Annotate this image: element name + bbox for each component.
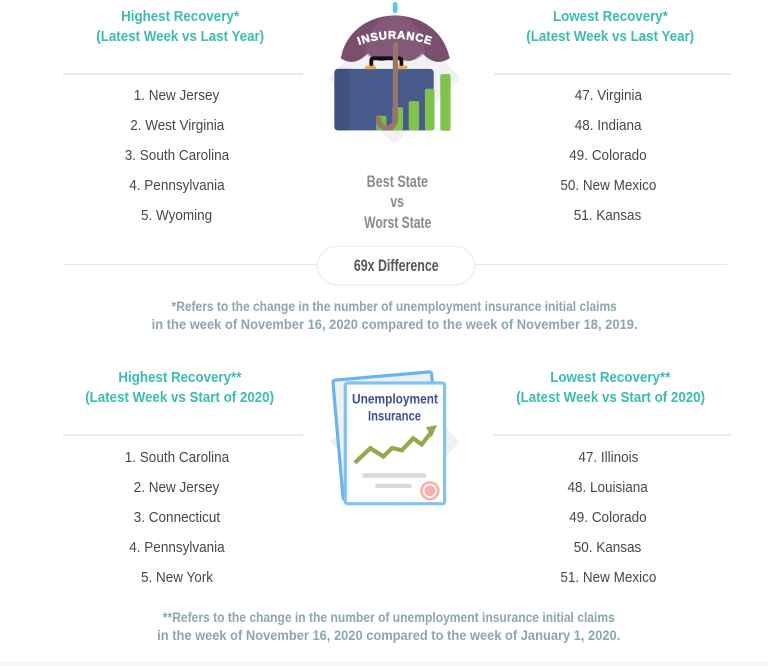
svg-text:INSURANCE: INSURANCE xyxy=(356,30,434,48)
svg-text:Insurance: Insurance xyxy=(368,409,421,424)
svg-text:Unemployment: Unemployment xyxy=(352,391,438,406)
